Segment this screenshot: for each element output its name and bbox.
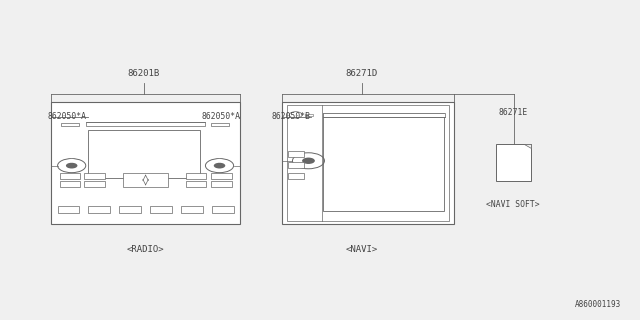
Bar: [288, 151, 304, 157]
Circle shape: [70, 160, 74, 162]
Bar: [86, 122, 205, 126]
Bar: [287, 105, 449, 221]
Bar: [51, 102, 240, 224]
Bar: [323, 113, 444, 211]
Text: 86271D: 86271D: [346, 69, 378, 78]
Circle shape: [218, 160, 221, 162]
Bar: [60, 181, 80, 187]
Text: <RADIO>: <RADIO>: [127, 245, 164, 254]
Text: <NAVI>: <NAVI>: [346, 245, 378, 254]
Bar: [123, 173, 168, 187]
Bar: [305, 114, 313, 116]
Bar: [496, 144, 531, 181]
Bar: [186, 181, 206, 187]
Polygon shape: [524, 144, 531, 148]
Circle shape: [66, 163, 77, 169]
Bar: [212, 206, 234, 213]
Circle shape: [214, 163, 225, 169]
Text: <NAVI SOFT>: <NAVI SOFT>: [486, 200, 540, 209]
Text: 862050*B: 862050*B: [271, 112, 310, 121]
Bar: [323, 113, 445, 117]
Bar: [88, 206, 110, 213]
Text: 86271E: 86271E: [499, 108, 528, 117]
Bar: [60, 173, 80, 179]
Bar: [211, 173, 232, 179]
Text: A860001193: A860001193: [575, 300, 621, 309]
Circle shape: [302, 157, 315, 164]
Bar: [211, 123, 229, 126]
Bar: [88, 130, 200, 178]
Text: 862050*A: 862050*A: [201, 112, 240, 121]
Text: 862050*A: 862050*A: [48, 112, 87, 121]
Bar: [186, 173, 206, 179]
Bar: [181, 206, 203, 213]
Bar: [119, 206, 141, 213]
Bar: [150, 206, 172, 213]
Bar: [288, 162, 304, 168]
Bar: [84, 173, 105, 179]
Bar: [288, 173, 304, 179]
Bar: [58, 206, 79, 213]
Text: 86201B: 86201B: [128, 69, 160, 78]
Bar: [61, 123, 79, 126]
Bar: [211, 181, 232, 187]
Bar: [282, 102, 454, 224]
Bar: [84, 181, 105, 187]
